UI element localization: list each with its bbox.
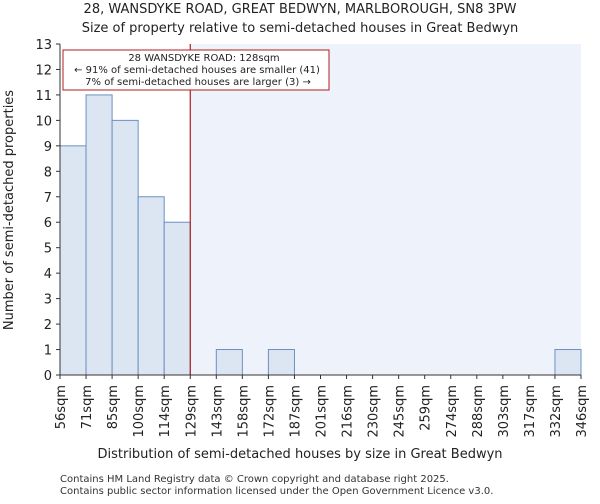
x-tick-label: 230sqm (367, 385, 382, 438)
x-axis-label: Distribution of semi-detached houses by … (97, 447, 502, 462)
y-tick-label: 2 (44, 318, 52, 333)
x-tick-label: 201sqm (315, 385, 330, 438)
x-tick-label: 172sqm (262, 385, 277, 438)
x-tick-label: 346sqm (575, 385, 590, 438)
y-tick-label: 4 (44, 267, 52, 282)
bar-332sqm (554, 349, 582, 376)
x-tick-label: 85sqm (106, 385, 121, 429)
y-tick-label: 7 (44, 191, 52, 206)
bar-71sqm (85, 94, 113, 376)
x-tick-label: 56sqm (54, 385, 69, 429)
y-axis-label: Number of semi-detached properties (2, 90, 17, 330)
bar-85sqm (111, 119, 139, 376)
x-tick-label: 187sqm (288, 385, 303, 438)
annotation-smaller: ← 91% of semi-detached houses are smalle… (74, 65, 320, 76)
x-tick-label: 129sqm (184, 385, 199, 438)
footer-line-2: Contains public sector information licen… (60, 486, 493, 497)
x-tick-label: 216sqm (341, 385, 356, 438)
y-tick-label: 9 (44, 140, 52, 155)
highlight-region (190, 44, 581, 375)
y-tick-label: 12 (35, 63, 52, 78)
x-tick-label: 158sqm (236, 385, 251, 438)
x-tick-label: 288sqm (471, 385, 486, 438)
y-tick-label: 11 (35, 89, 52, 104)
x-tick-label: 274sqm (445, 385, 460, 438)
x-tick-label: 114sqm (158, 385, 173, 438)
x-tick-label: 317sqm (523, 385, 538, 438)
bar-100sqm (137, 196, 165, 376)
x-tick-label: 71sqm (80, 385, 95, 429)
y-tick-label: 6 (44, 216, 52, 231)
bar-172sqm (267, 349, 295, 376)
y-tick-label: 8 (44, 165, 52, 180)
bar-56sqm (59, 145, 87, 376)
y-tick-label: 5 (44, 242, 52, 257)
y-tick-label: 13 (35, 38, 52, 53)
footer-line-1: Contains HM Land Registry data © Crown c… (60, 474, 449, 485)
x-tick-label: 332sqm (549, 385, 564, 438)
y-tick-label: 1 (44, 344, 52, 359)
annotation-box-frame (62, 49, 330, 91)
annotation-box: 28 WANSDYKE ROAD: 128sqm ← 91% of semi-d… (62, 49, 330, 91)
y-tick-label: 3 (44, 293, 52, 308)
x-tick-label: 100sqm (132, 385, 147, 438)
y-tick-label: 10 (35, 114, 52, 129)
chart-subtitle: Size of property relative to semi-detach… (82, 21, 519, 36)
x-tick-label: 259qm (419, 385, 434, 431)
bar-143sqm (215, 349, 243, 376)
chart-title: 28, WANSDYKE ROAD, GREAT BEDWYN, MARLBOR… (84, 2, 517, 17)
x-tick-label: 303sqm (497, 385, 512, 438)
x-tick-label: 143sqm (210, 385, 225, 438)
x-tick-label: 245sqm (393, 385, 408, 438)
y-tick-label: 0 (44, 369, 52, 384)
annotation-larger: 7% of semi-detached houses are larger (3… (85, 77, 311, 88)
bar-114sqm (163, 221, 191, 376)
annotation-title: 28 WANSDYKE ROAD: 128sqm (128, 53, 279, 64)
